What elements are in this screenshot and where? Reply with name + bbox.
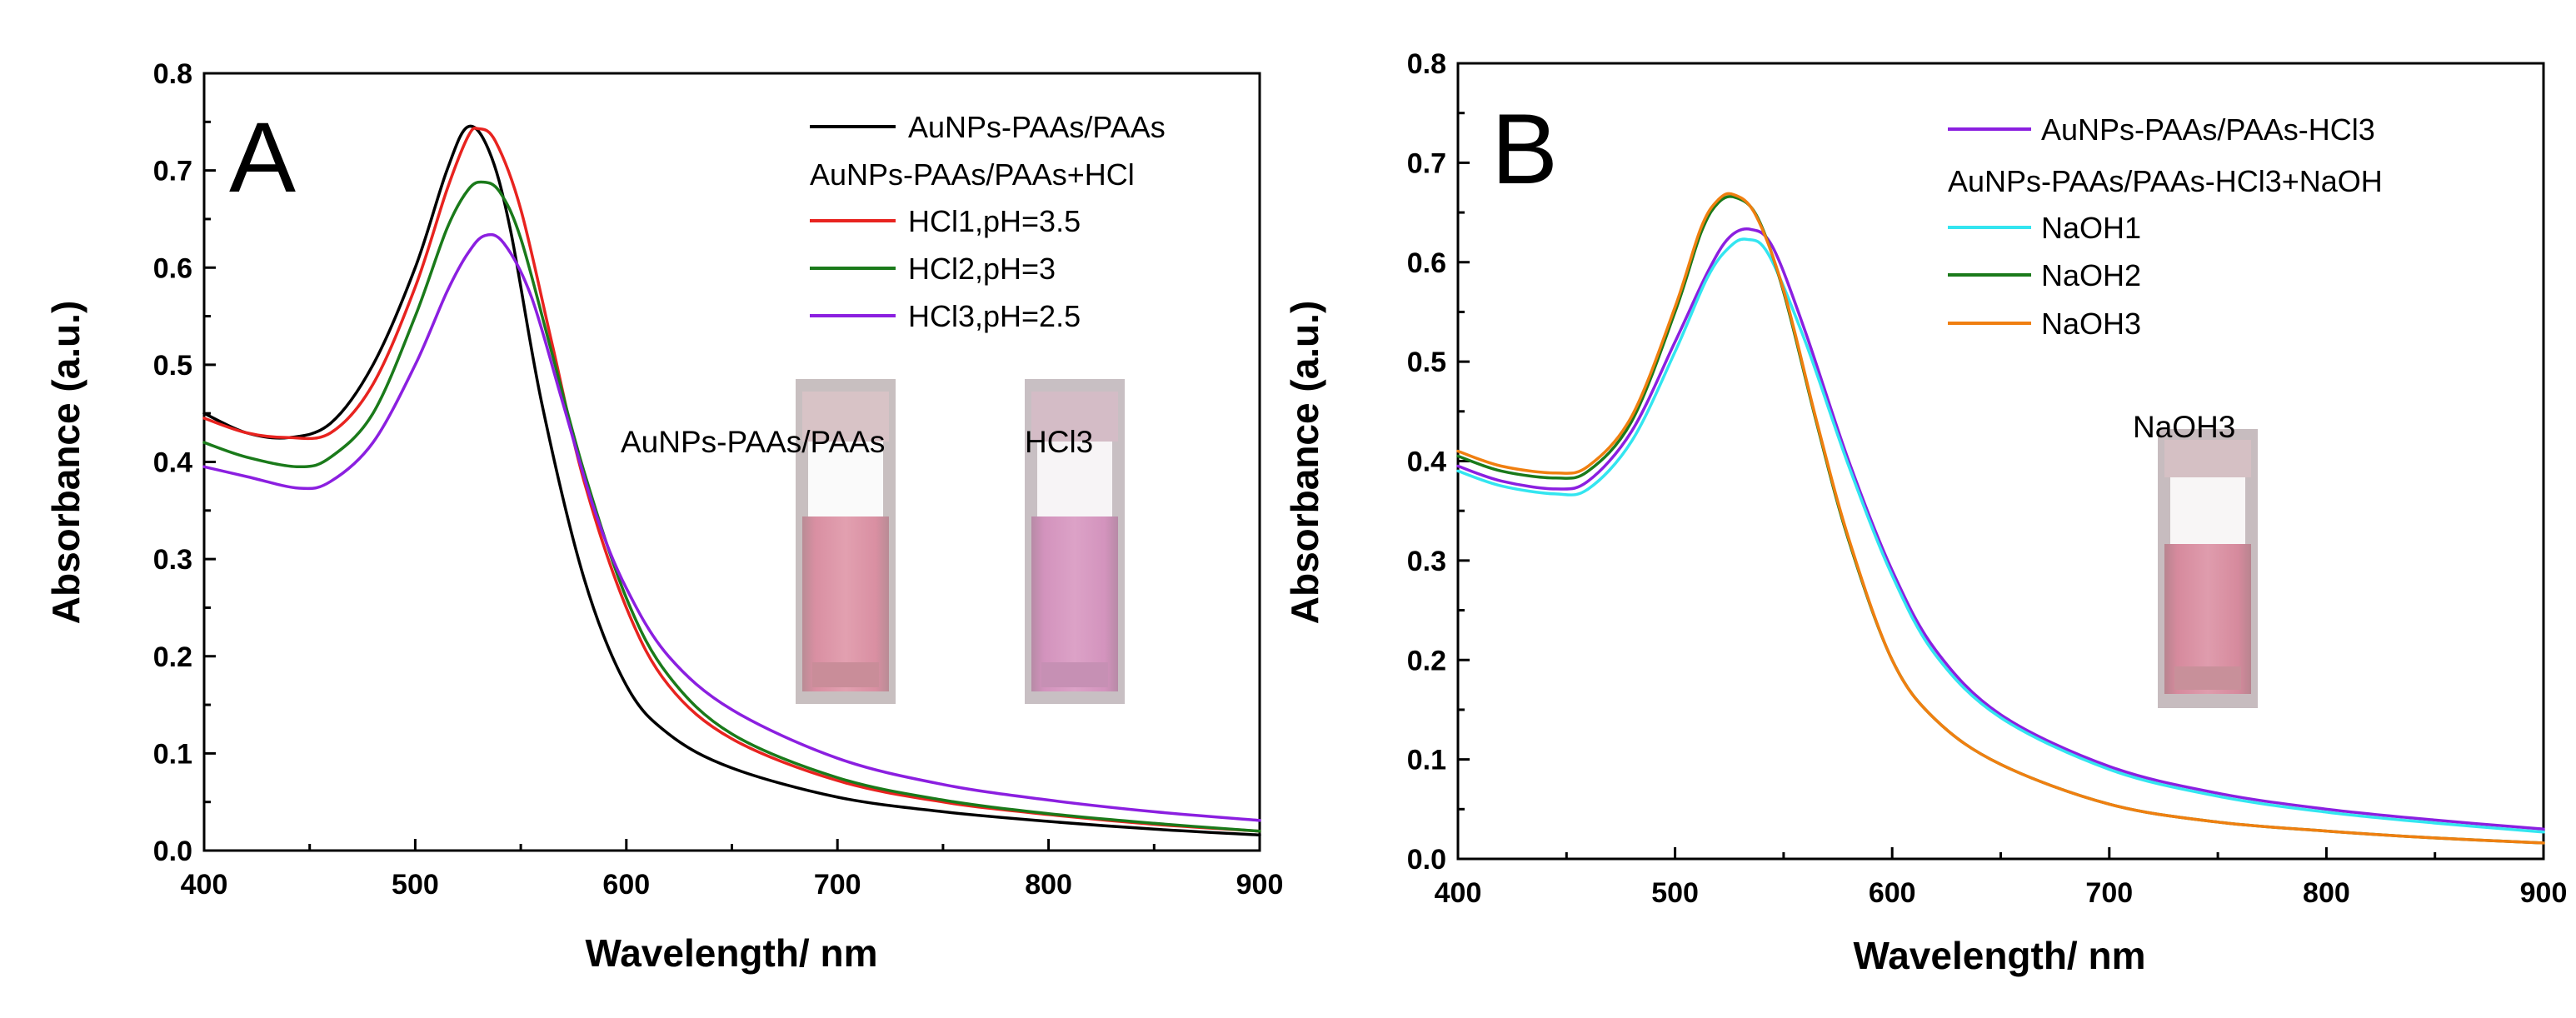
panel-b-x-tick-label: 800 [2303,877,2350,909]
panel-a-y-tick-label: 0.3 [153,544,192,576]
panel-a-series-line-hcl1-ph-3-5 [202,127,1261,833]
panel-b-y-tick-label: 0.0 [1407,844,1446,876]
panel-b-x-tick-label: 400 [1435,877,1482,909]
panel-b-series-line-aunps-paas-paas-hcl3 [1456,227,2545,831]
panel-a-series-line-hcl3-ph-2-5 [202,232,1261,822]
panel-a-y-tick-label: 0.7 [153,156,192,187]
panel-a-y-tick-label: 0.2 [153,641,192,673]
panel-a-x-tick-label: 600 [602,869,650,901]
panel-b-inset-label-1: NaOH3 [2133,410,2235,444]
panel-b-legend-entry-1: AuNPs-PAAs/PAAs-HCl3 [2041,112,2375,147]
panel-b-legend-entry-3: NaOH2 [2041,258,2141,292]
panel-a-series-group [202,124,1261,837]
panel-b-legend: AuNPs-PAAs/PAAs-HCl3 AuNPs-PAAs/PAAs-HCl… [1948,112,2383,341]
panel-b-legend-entry-2: NaOH1 [2041,211,2141,245]
panel-b-x-tick-label: 500 [1651,877,1699,909]
panel-a-y-tick-label: 0.4 [153,447,192,479]
panel-b-legend-entry-4: NaOH3 [2041,307,2141,341]
panel-a-y-tick-label: 0.1 [153,738,192,770]
panel-b: 400 500 600 700 800 900 0.0 0.1 0.2 0.3 0.4 0.5 0.6 0… [1283,48,2567,977]
panel-a-label: A [229,102,296,213]
panel-a-y-tick-label: 0.0 [153,836,192,867]
panel-a-x-tick-label: 700 [814,869,861,901]
panel-b-x-axis-title: Wavelength/ nm [1854,934,2146,977]
panel-b-x-tick-label: 700 [2085,877,2133,909]
panel-a-inset-label-2: HCl3 [1025,425,1093,459]
panel-b-y-tick-label: 0.5 [1407,347,1446,378]
panel-a-inset-label-1: AuNPs-PAAs/PAAs [621,425,885,459]
panel-a-y-tick-label: 0.8 [153,58,192,90]
panel-b-y-tick-label: 0.8 [1407,48,1446,80]
panel-a-series-line-aunps-paas-paas [202,124,1261,837]
panel-a-legend-entry-2: HCl1,pH=3.5 [908,204,1081,238]
panel-b-legend-header: AuNPs-PAAs/PAAs-HCl3+NaOH [1948,164,2383,198]
panel-b-y-tick-label: 0.4 [1407,447,1446,478]
panel-a-legend: AuNPs-PAAs/PAAs AuNPs-PAAs/PAAs+HCl HCl1… [810,110,1166,333]
panel-a-y-tick-label: 0.5 [153,350,192,382]
panel-a-x-tick-label: 500 [392,869,439,901]
panel-a-legend-entry-4: HCl3,pH=2.5 [908,299,1081,333]
panel-a-legend-entry-3: HCl2,pH=3 [908,252,1056,286]
panel-b-y-tick-label: 0.7 [1407,147,1446,179]
panel-b-y-tick-label: 0.3 [1407,546,1446,577]
panel-b-x-tick-label: 900 [2520,877,2568,909]
panel-b-y-tick-label: 0.6 [1407,247,1446,279]
panel-a-x-tick-label: 400 [181,869,228,901]
panel-a-legend-entry-1: AuNPs-PAAs/PAAs [908,110,1166,144]
panel-a-x-axis-title: Wavelength/ nm [586,931,878,975]
panel-b-y-axis-title: Absorbance (a.u.) [1283,301,1326,625]
panel-a-series-line-hcl2-ph-3 [202,180,1261,833]
panel-b-y-tick-label: 0.1 [1407,745,1446,776]
panel-a-cuvette-photo-2 [1025,379,1125,704]
panel-a-cuvette-photo-1 [796,379,896,704]
panel-b-cuvette-photo [2158,429,2258,708]
panel-b-series-group [1456,192,2545,845]
panel-b-x-tick-label: 600 [1869,877,1916,909]
panel-b-series-line-naoh3 [1456,192,2545,845]
panel-b-series-line-naoh2 [1456,195,2545,845]
panel-a-y-tick-label: 0.6 [153,252,192,284]
panel-b-axes: 400 500 600 700 800 900 0.0 0.1 0.2 0.3 0.4 0.5 0.6 0… [1407,48,2568,909]
panel-a-axes: 400 500 600 700 800 900 0.0 0.1 0.2 0.3 0.4 0.5 0.6 0… [153,58,1284,901]
panel-b-series-line-naoh1 [1456,237,2545,834]
panel-b-label: B [1491,93,1558,205]
panel-a-x-tick-label: 900 [1236,869,1284,901]
panel-a: 400 500 600 700 800 900 0.0 0.1 0.2 0.3 0.4 0.5 0.6 0… [44,58,1283,975]
panel-a-legend-header: AuNPs-PAAs/PAAs+HCl [810,157,1135,192]
panel-a-x-tick-label: 800 [1025,869,1072,901]
panel-a-y-axis-title: Absorbance (a.u.) [44,301,87,625]
panel-b-y-tick-label: 0.2 [1407,645,1446,676]
